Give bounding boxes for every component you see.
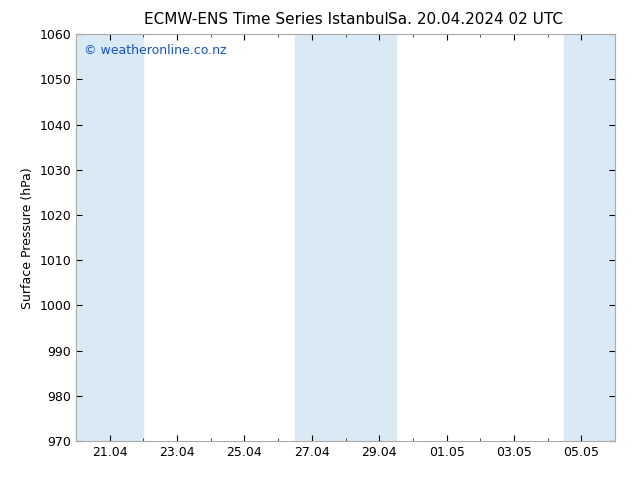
Text: Sa. 20.04.2024 02 UTC: Sa. 20.04.2024 02 UTC (388, 12, 563, 27)
Bar (76, 34, 110, 441)
Bar (328, 34, 396, 441)
Bar (564, 34, 615, 441)
Text: © weatheronline.co.nz: © weatheronline.co.nz (84, 45, 227, 57)
Text: ECMW-ENS Time Series Istanbul: ECMW-ENS Time Series Istanbul (144, 12, 389, 27)
Y-axis label: Surface Pressure (hPa): Surface Pressure (hPa) (21, 167, 34, 309)
Bar (110, 34, 143, 441)
Bar (295, 34, 328, 441)
